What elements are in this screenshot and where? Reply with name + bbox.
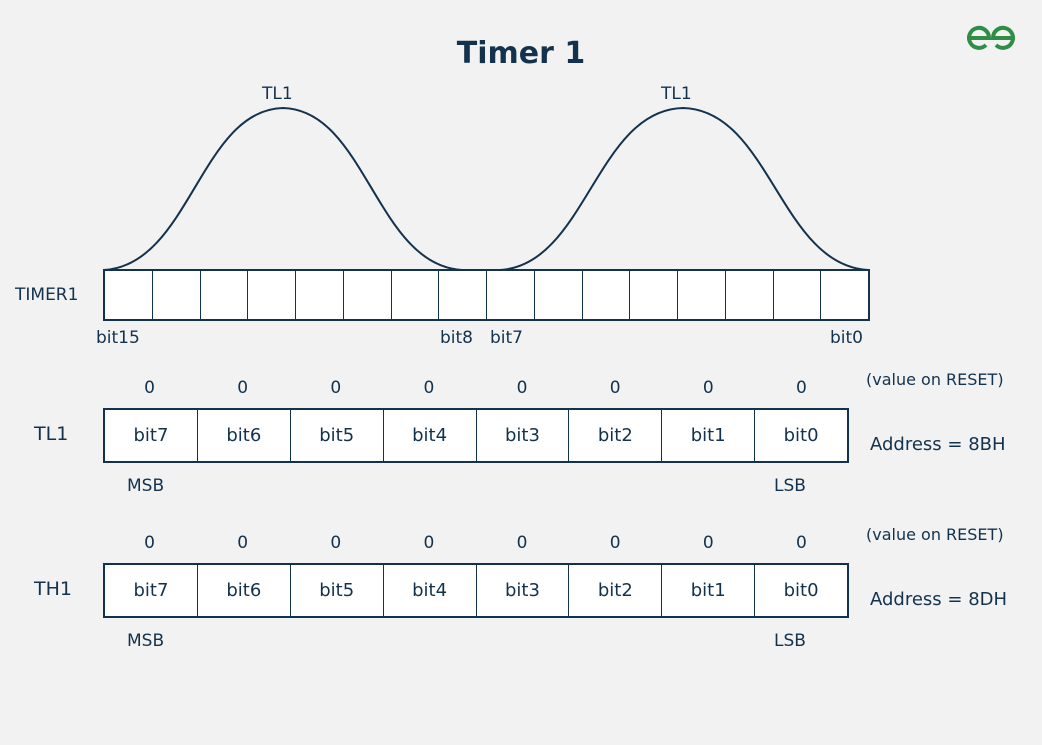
reset-value: 0 <box>702 378 714 398</box>
reset-value: 0 <box>330 533 342 553</box>
curve-label-1: TL1 <box>262 84 293 104</box>
bit7-label: bit7 <box>490 328 523 348</box>
lsb-label: LSB <box>774 476 806 496</box>
bit-cell: bit7 <box>105 565 198 616</box>
reset-value: 0 <box>796 378 807 398</box>
timer1-bit-cell <box>535 271 583 319</box>
lsb-label: LSB <box>774 631 806 651</box>
timer1-register <box>103 269 870 321</box>
reset-value: 0 <box>237 378 249 398</box>
bit15-label: bit15 <box>96 328 140 348</box>
timer1-bit-cell <box>439 271 487 319</box>
curve-low <box>499 106 869 271</box>
timer1-bit-cell <box>296 271 344 319</box>
page-title: Timer 1 <box>456 36 586 71</box>
reset-value: 0 <box>516 533 528 553</box>
msb-label: MSB <box>127 631 165 651</box>
reset-value: 0 <box>516 378 528 398</box>
timer1-bit-cell <box>583 271 631 319</box>
bit-cell: bit2 <box>569 410 663 461</box>
reset-value: 0 <box>423 533 435 553</box>
bit8-label: bit8 <box>440 328 473 348</box>
reset-note: (value on RESET) <box>866 370 1004 389</box>
bit-cell: bit2 <box>569 565 663 616</box>
bit-cell: bit3 <box>477 565 570 616</box>
curve-high <box>103 106 463 271</box>
bit-cell: bit6 <box>198 565 291 616</box>
tl-th-curves <box>103 106 869 271</box>
bit-cell: bit0 <box>783 425 819 446</box>
reset-value: 0 <box>237 533 249 553</box>
address-label: Address = 8DH <box>870 589 1008 610</box>
timer1-bit-cell <box>774 271 822 319</box>
timer1-bit-cell <box>344 271 392 319</box>
reset-value: 0 <box>609 378 621 398</box>
timer1-bit-cell <box>726 271 774 319</box>
reset-values: 0 0 0 0 0 0 0 0 <box>103 533 848 553</box>
timer1-bit-cell <box>630 271 678 319</box>
reset-values: 0 0 0 0 0 0 0 0 <box>103 378 848 398</box>
bit-cell: bit1 <box>662 565 756 616</box>
bit-cell: bit3 <box>477 410 570 461</box>
curve-label-2: TL1 <box>661 84 692 104</box>
register-name: TH1 <box>34 578 72 600</box>
reset-value: 0 <box>796 533 807 553</box>
msb-label: MSB <box>127 476 165 496</box>
timer1-bit-cell <box>248 271 296 319</box>
bit-cell: bit1 <box>662 410 756 461</box>
reset-value: 0 <box>423 378 435 398</box>
address-label: Address = 8BH <box>870 434 1006 455</box>
bit-cell: bit4 <box>384 410 477 461</box>
bit-cell: bit0 <box>783 580 819 601</box>
timer1-label: TIMER1 <box>15 285 79 305</box>
timer1-bit-cell <box>153 271 201 319</box>
timer1-bit-cell <box>201 271 249 319</box>
timer1-bit-cell <box>392 271 440 319</box>
reset-value: 0 <box>609 533 621 553</box>
bit-cell: bit4 <box>384 565 477 616</box>
timer1-bit-cell <box>678 271 726 319</box>
register-tl1: bit7 bit6 bit5 bit4 bit3 bit2 bit1 bit0 <box>103 408 849 463</box>
timer1-bit-cell <box>821 271 868 319</box>
timer1-bit-cell <box>487 271 535 319</box>
reset-note: (value on RESET) <box>866 525 1004 544</box>
bit-cell: bit7 <box>105 410 198 461</box>
bit-cell: bit6 <box>198 410 291 461</box>
reset-value: 0 <box>144 378 155 398</box>
bit-cell: bit5 <box>291 410 384 461</box>
reset-value: 0 <box>702 533 714 553</box>
reset-value: 0 <box>144 533 155 553</box>
bit-cell: bit5 <box>291 565 384 616</box>
gfg-logo-icon <box>967 25 1015 50</box>
reset-value: 0 <box>330 378 342 398</box>
register-th1: bit7 bit6 bit5 bit4 bit3 bit2 bit1 bit0 <box>103 563 849 618</box>
bit0-label: bit0 <box>830 328 863 348</box>
timer1-bit-cell <box>105 271 153 319</box>
register-name: TL1 <box>34 423 69 445</box>
